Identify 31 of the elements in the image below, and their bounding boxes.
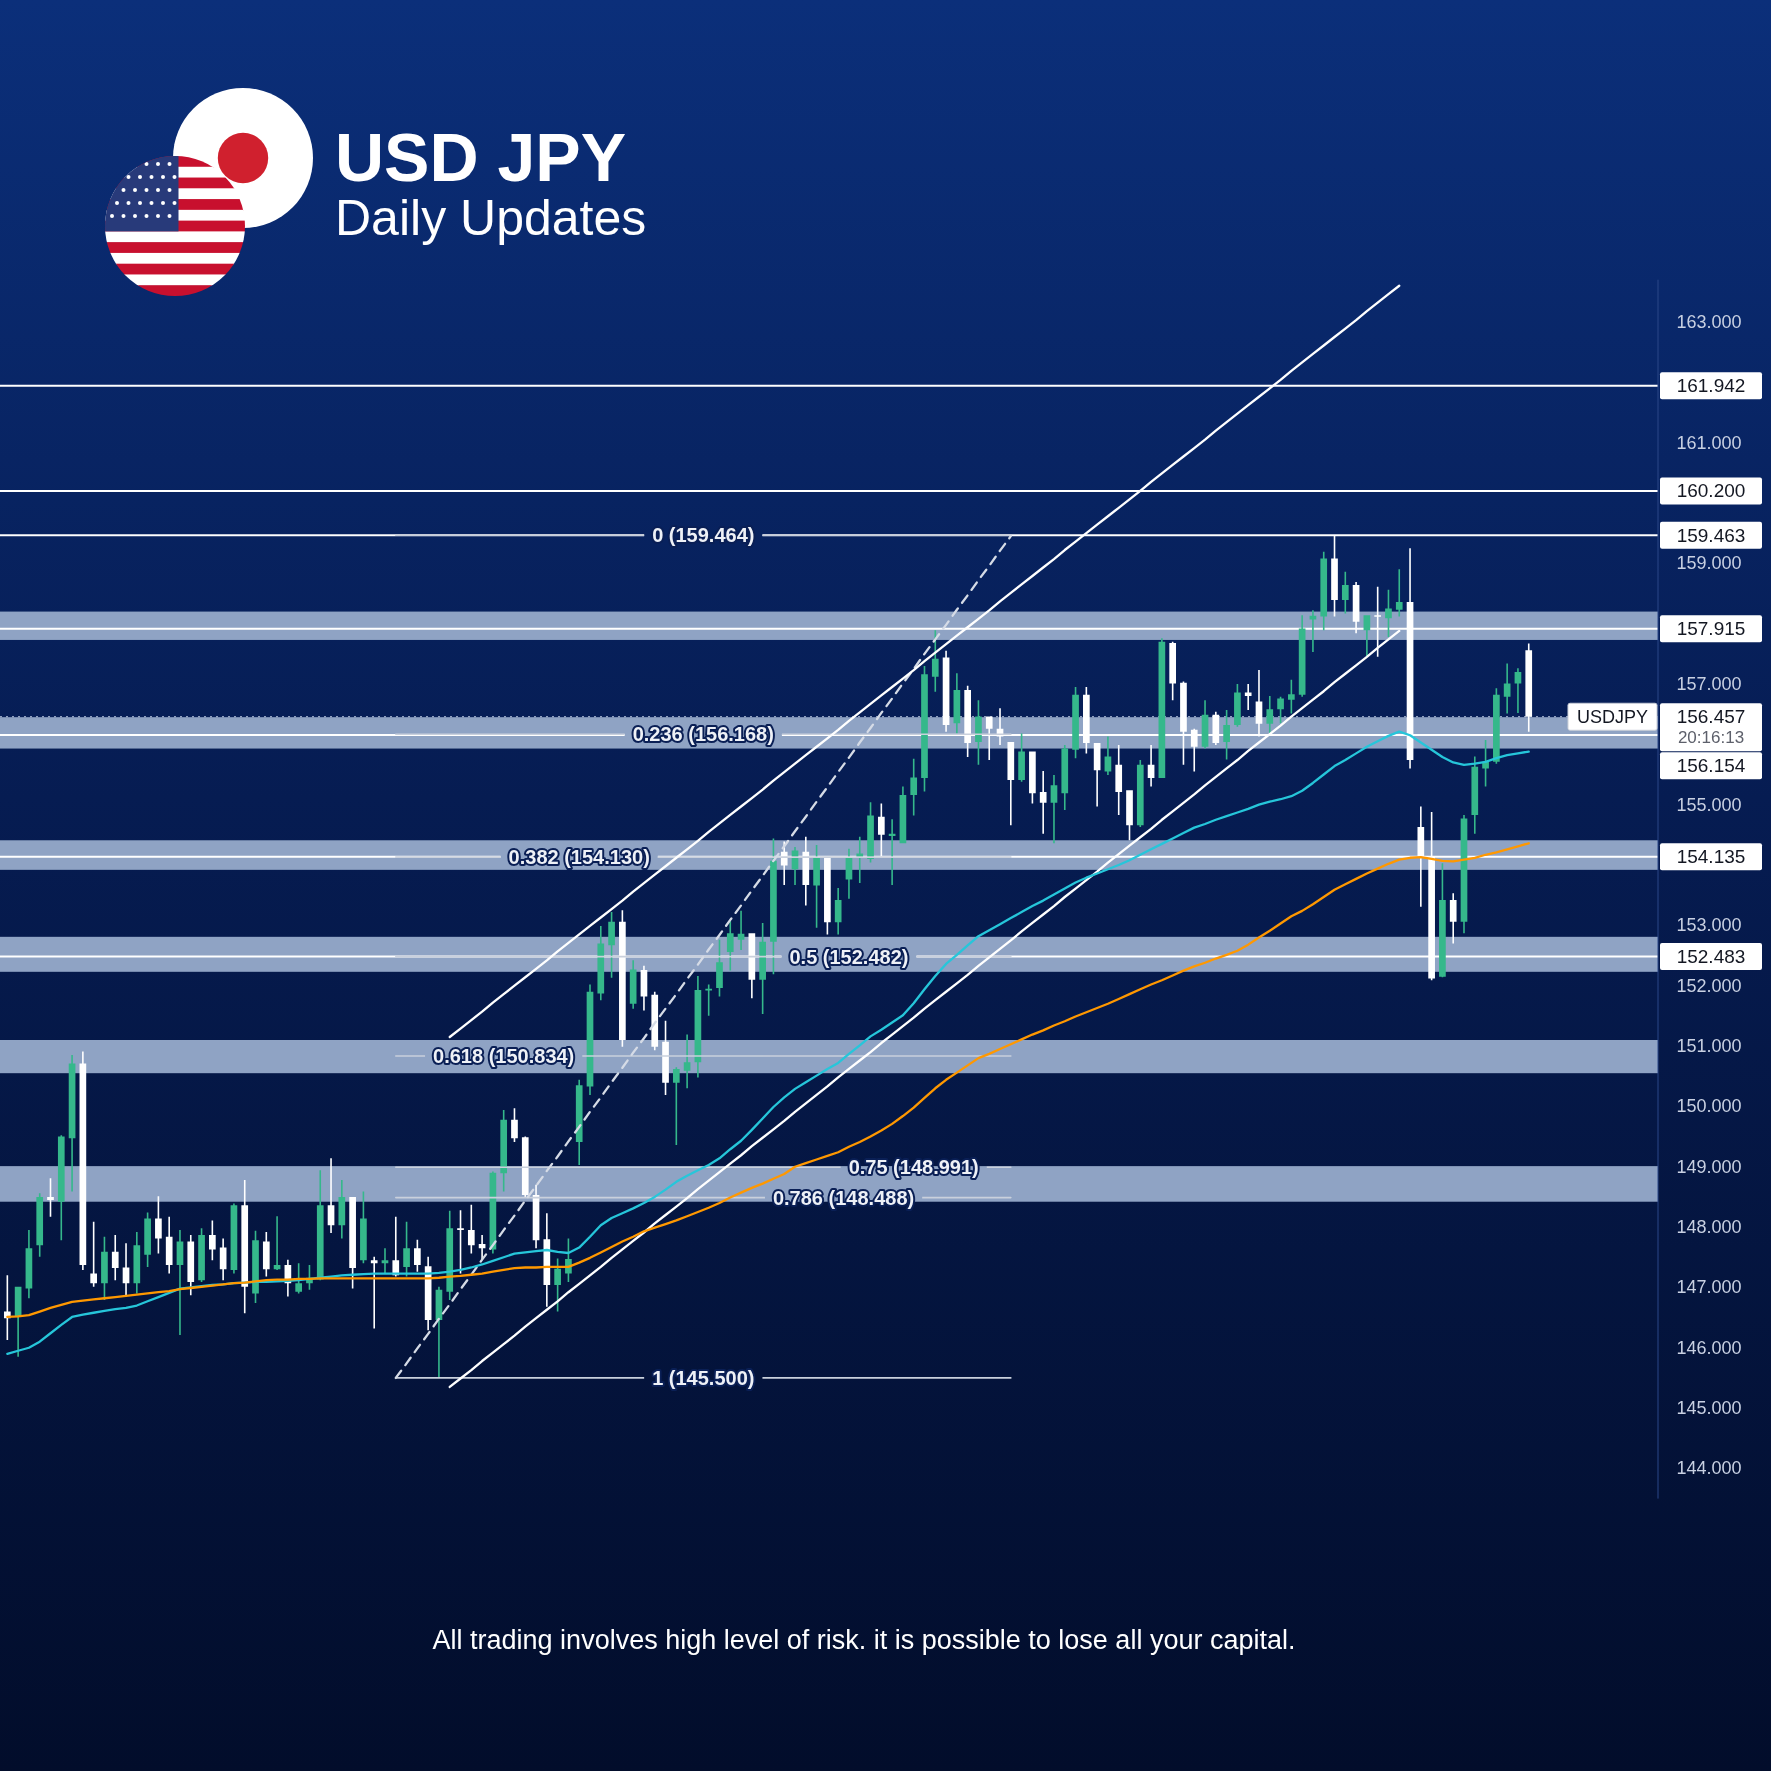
series-label: 0.236 (156.168) (632, 723, 774, 746)
y-tick-label: 149.000 (1676, 1156, 1742, 1177)
ref-line-label: 154.135 (1676, 846, 1746, 868)
series-label: 0 (159.464) (652, 524, 755, 547)
y-tick-label: 145.000 (1676, 1398, 1742, 1419)
series-label: 0.5 (152.482) (789, 945, 909, 968)
y-tick-label: 151.000 (1676, 1036, 1742, 1057)
ref-line-label: 152.483 (1676, 946, 1746, 968)
series-label: 0.618 (150.834) (433, 1045, 575, 1068)
ref-line-label: 161.942 (1676, 375, 1746, 397)
y-tick-label: 153.000 (1676, 915, 1742, 936)
y-tick-label: 147.000 (1676, 1277, 1742, 1298)
y-tick-label: 161.000 (1676, 432, 1742, 453)
y-tick-label: 159.000 (1676, 553, 1742, 574)
series-label: 1 (145.500) (652, 1366, 755, 1389)
y-tick-label: 150.000 (1676, 1096, 1742, 1117)
ref-line-label: 160.200 (1676, 480, 1746, 502)
text: All trading involves high level of risk. it is possible to lose all your capital. (432, 1625, 1296, 1655)
y-tick-label: 163.000 (1676, 311, 1742, 332)
ref-line-label: 157.915 (1676, 618, 1746, 640)
y-tick-label: 148.000 (1676, 1217, 1742, 1238)
y-tick-label: 152.000 (1676, 975, 1742, 996)
y-tick-label: 155.000 (1676, 794, 1742, 815)
ref-line-label: 156.457 20:16:13 (1676, 706, 1746, 748)
annotation: USDJPY (1576, 706, 1648, 727)
series-label: 0.382 (154.130) (508, 846, 650, 869)
ref-line-label: 156.154 (1676, 755, 1746, 777)
y-tick-label: 146.000 (1676, 1337, 1742, 1358)
y-tick-label: 157.000 (1676, 673, 1742, 694)
y-tick-label: 144.000 (1676, 1458, 1742, 1479)
ref-line-label: 159.463 (1676, 524, 1746, 546)
